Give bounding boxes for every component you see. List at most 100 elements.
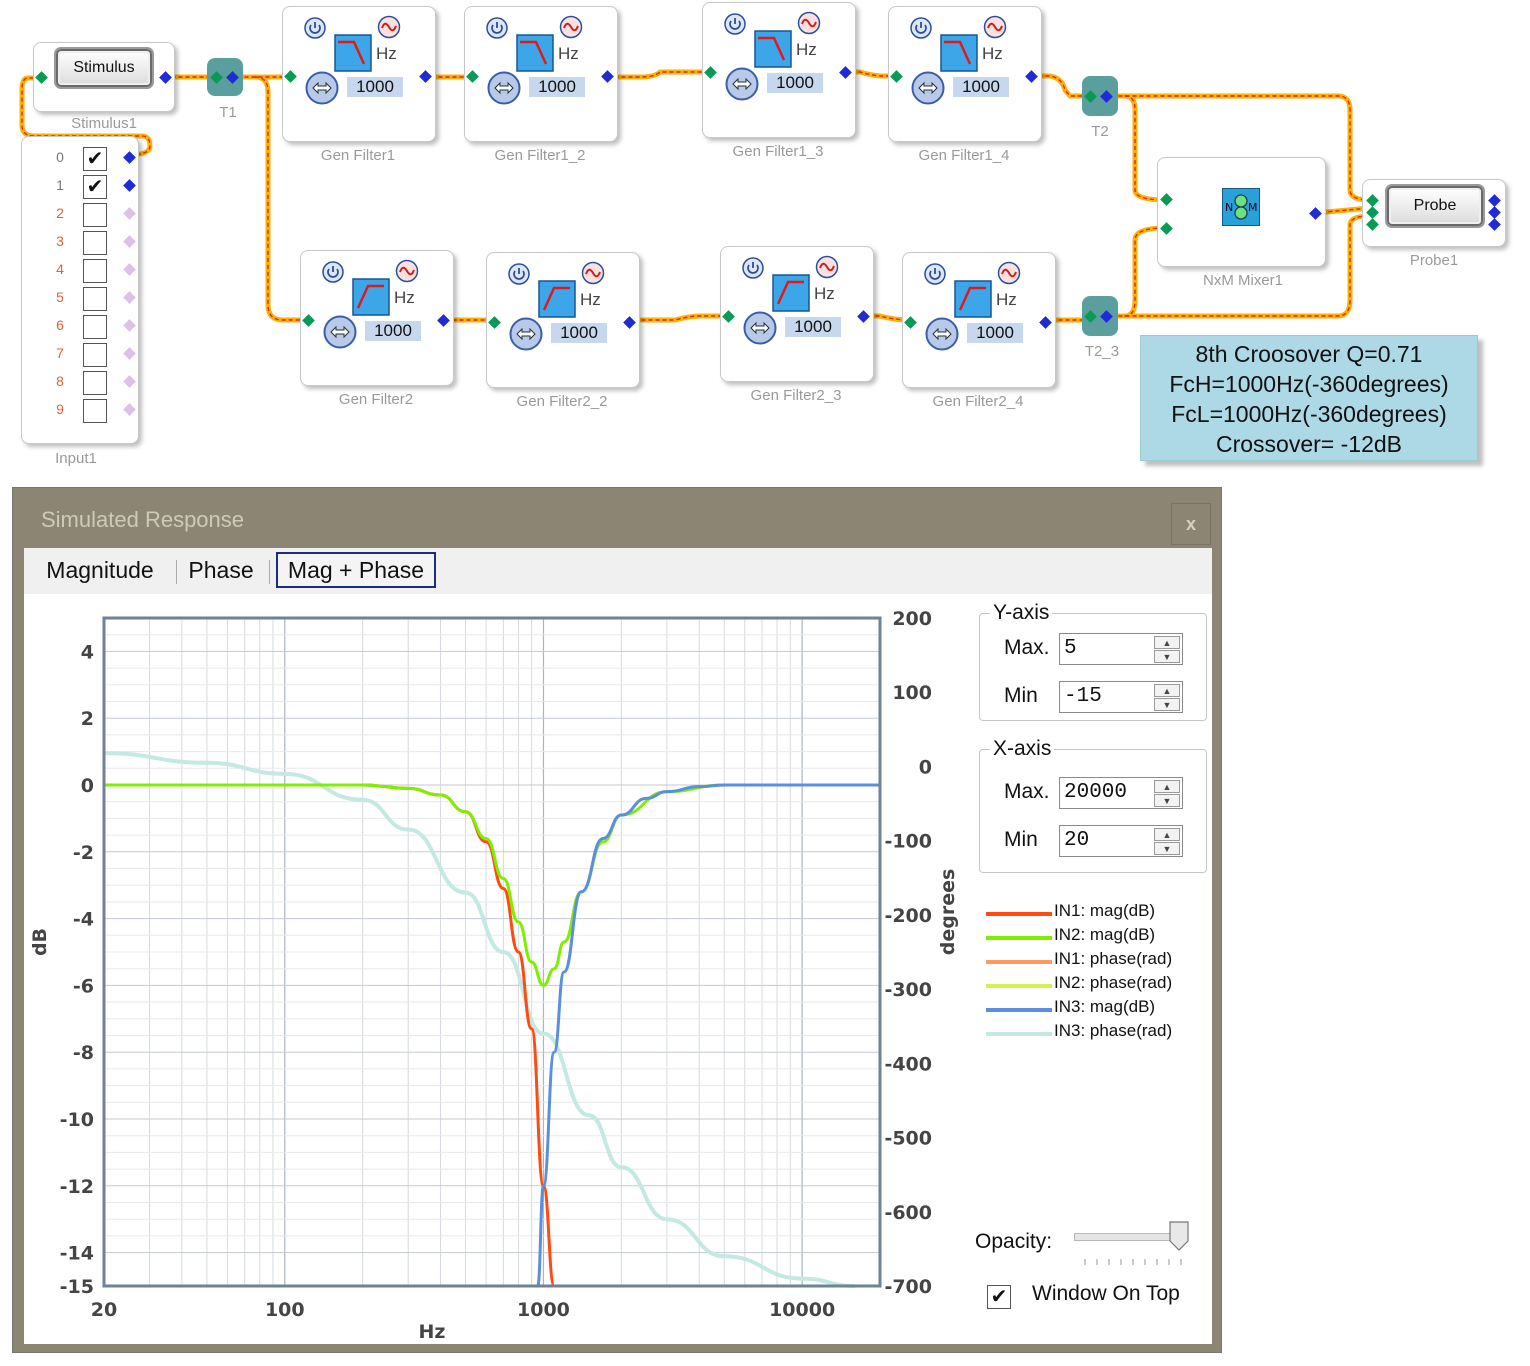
channel-output-pin[interactable] [123, 179, 136, 192]
waveform-icon[interactable] [377, 15, 401, 39]
opacity-slider-thumb[interactable] [1169, 1221, 1189, 1251]
swap-icon[interactable] [487, 71, 521, 105]
channel-output-pin[interactable] [123, 347, 136, 360]
gen-filter-block[interactable]: Hz 1000 [902, 252, 1056, 388]
filter-response-icon[interactable] [334, 34, 372, 72]
spin-up-icon[interactable]: ▲ [1154, 636, 1180, 649]
x-max-spinbox[interactable]: 20000 ▲ ▼ [1059, 777, 1183, 809]
frequency-field[interactable]: 1000 [551, 323, 607, 343]
channel-checkbox[interactable]: ✔ [83, 175, 107, 199]
waveform-icon[interactable] [395, 259, 419, 283]
gen-filter-block[interactable]: Hz 1000 [300, 250, 454, 386]
gen-filter-block[interactable]: Hz 1000 [486, 252, 640, 388]
frequency-field[interactable]: 1000 [365, 321, 421, 341]
channel-output-pin[interactable] [123, 207, 136, 220]
simulated-response-window[interactable]: Simulated Response x Magnitude Phase Mag… [12, 487, 1222, 1353]
waveform-icon[interactable] [797, 11, 821, 35]
channel-output-pin[interactable] [123, 291, 136, 304]
mixer-block[interactable]: N M [1157, 157, 1326, 267]
spin-down-icon[interactable]: ▼ [1154, 698, 1180, 711]
swap-icon[interactable] [925, 317, 959, 351]
swap-icon[interactable] [305, 71, 339, 105]
filter-response-icon[interactable] [940, 34, 978, 72]
power-icon[interactable] [486, 17, 508, 39]
gen-filter-block[interactable]: Hz 1000 [282, 6, 436, 142]
waveform-icon[interactable] [997, 261, 1021, 285]
crossover-note[interactable]: 8th Croosover Q=0.71 FcH=1000Hz(-360degr… [1140, 335, 1478, 461]
waveform-icon[interactable] [581, 261, 605, 285]
window-on-top-checkbox[interactable]: ✔ [987, 1285, 1011, 1309]
channel-checkbox[interactable] [83, 315, 107, 339]
tab-magnitude[interactable]: Magnitude [46, 556, 154, 583]
channel-output-pin[interactable] [123, 151, 136, 164]
power-icon[interactable] [304, 17, 326, 39]
tab-phase[interactable]: Phase [188, 556, 254, 583]
tab-mag-phase[interactable]: Mag + Phase [276, 552, 436, 588]
spin-up-icon[interactable]: ▲ [1154, 828, 1180, 841]
channel-output-pin[interactable] [123, 403, 136, 416]
probe-block[interactable]: Probe [1362, 179, 1506, 247]
channel-checkbox[interactable] [83, 399, 107, 423]
power-icon[interactable] [322, 261, 344, 283]
channel-checkbox[interactable] [83, 287, 107, 311]
channel-checkbox[interactable] [83, 231, 107, 255]
swap-icon[interactable] [911, 71, 945, 105]
filter-response-icon[interactable] [754, 30, 792, 68]
swap-icon[interactable] [509, 317, 543, 351]
frequency-field[interactable]: 1000 [529, 77, 585, 97]
channel-checkbox[interactable] [83, 259, 107, 283]
gen-filter-block[interactable]: Hz 1000 [888, 6, 1042, 142]
channel-output-pin[interactable] [123, 263, 136, 276]
swap-icon[interactable] [323, 315, 357, 349]
filter-response-icon[interactable] [954, 280, 992, 318]
waveform-icon[interactable] [983, 15, 1007, 39]
frequency-field[interactable]: 1000 [785, 317, 841, 337]
stimulus-block[interactable]: Stimulus [33, 42, 175, 112]
gen-filter-block[interactable]: Hz 1000 [702, 2, 856, 138]
probe-button[interactable]: Probe [1387, 186, 1483, 226]
spin-up-icon[interactable]: ▲ [1154, 684, 1180, 697]
channel-output-pin[interactable] [123, 319, 136, 332]
frequency-field[interactable]: 1000 [347, 77, 403, 97]
frequency-field[interactable]: 1000 [967, 323, 1023, 343]
close-button[interactable]: x [1171, 503, 1211, 545]
spin-up-icon[interactable]: ▲ [1154, 780, 1180, 793]
gen-filter-block[interactable]: Hz 1000 [464, 6, 618, 142]
input-block[interactable]: 0 ✔ 1 ✔ 2 3 4 5 6 7 8 9 [21, 136, 139, 444]
spin-down-icon[interactable]: ▼ [1154, 794, 1180, 807]
stimulus-button[interactable]: Stimulus [56, 49, 152, 87]
waveform-icon[interactable] [559, 15, 583, 39]
frequency-field[interactable]: 1000 [767, 73, 823, 93]
schematic-canvas: Stimulus Stimulus1 T1 T2 T2_3 0 ✔ 1 ✔ 2 3 4 5 6 7… [0, 0, 1530, 480]
swap-icon[interactable] [743, 311, 777, 345]
channel-checkbox[interactable] [83, 371, 107, 395]
channel-checkbox[interactable]: ✔ [83, 147, 107, 171]
channel-checkbox[interactable] [83, 343, 107, 367]
filter-response-icon[interactable] [772, 274, 810, 312]
y-min-spinbox[interactable]: -15 ▲ ▼ [1059, 681, 1183, 713]
filter-label: Gen Filter1_4 [918, 147, 1010, 164]
channel-output-pin[interactable] [123, 375, 136, 388]
response-chart[interactable]: 420-2-4-6-8-10-12-14-152001000-100-200-3… [24, 594, 974, 1344]
channel-checkbox[interactable] [83, 203, 107, 227]
spin-down-icon[interactable]: ▼ [1154, 650, 1180, 663]
channel-output-pin[interactable] [123, 235, 136, 248]
frequency-field[interactable]: 1000 [953, 77, 1009, 97]
y2-tick-label: 100 [892, 682, 932, 704]
filter-response-icon[interactable] [538, 280, 576, 318]
power-icon[interactable] [924, 263, 946, 285]
gen-filter-block[interactable]: Hz 1000 [720, 246, 874, 382]
filter-response-icon[interactable] [352, 278, 390, 316]
x-max-value: 20000 [1064, 781, 1128, 804]
power-icon[interactable] [508, 263, 530, 285]
y-tick-label: -6 [73, 975, 94, 997]
power-icon[interactable] [724, 13, 746, 35]
swap-icon[interactable] [725, 67, 759, 101]
power-icon[interactable] [910, 17, 932, 39]
x-min-spinbox[interactable]: 20 ▲ ▼ [1059, 825, 1183, 857]
spin-down-icon[interactable]: ▼ [1154, 842, 1180, 855]
filter-response-icon[interactable] [516, 34, 554, 72]
power-icon[interactable] [742, 257, 764, 279]
waveform-icon[interactable] [815, 255, 839, 279]
y-max-spinbox[interactable]: 5 ▲ ▼ [1059, 633, 1183, 665]
